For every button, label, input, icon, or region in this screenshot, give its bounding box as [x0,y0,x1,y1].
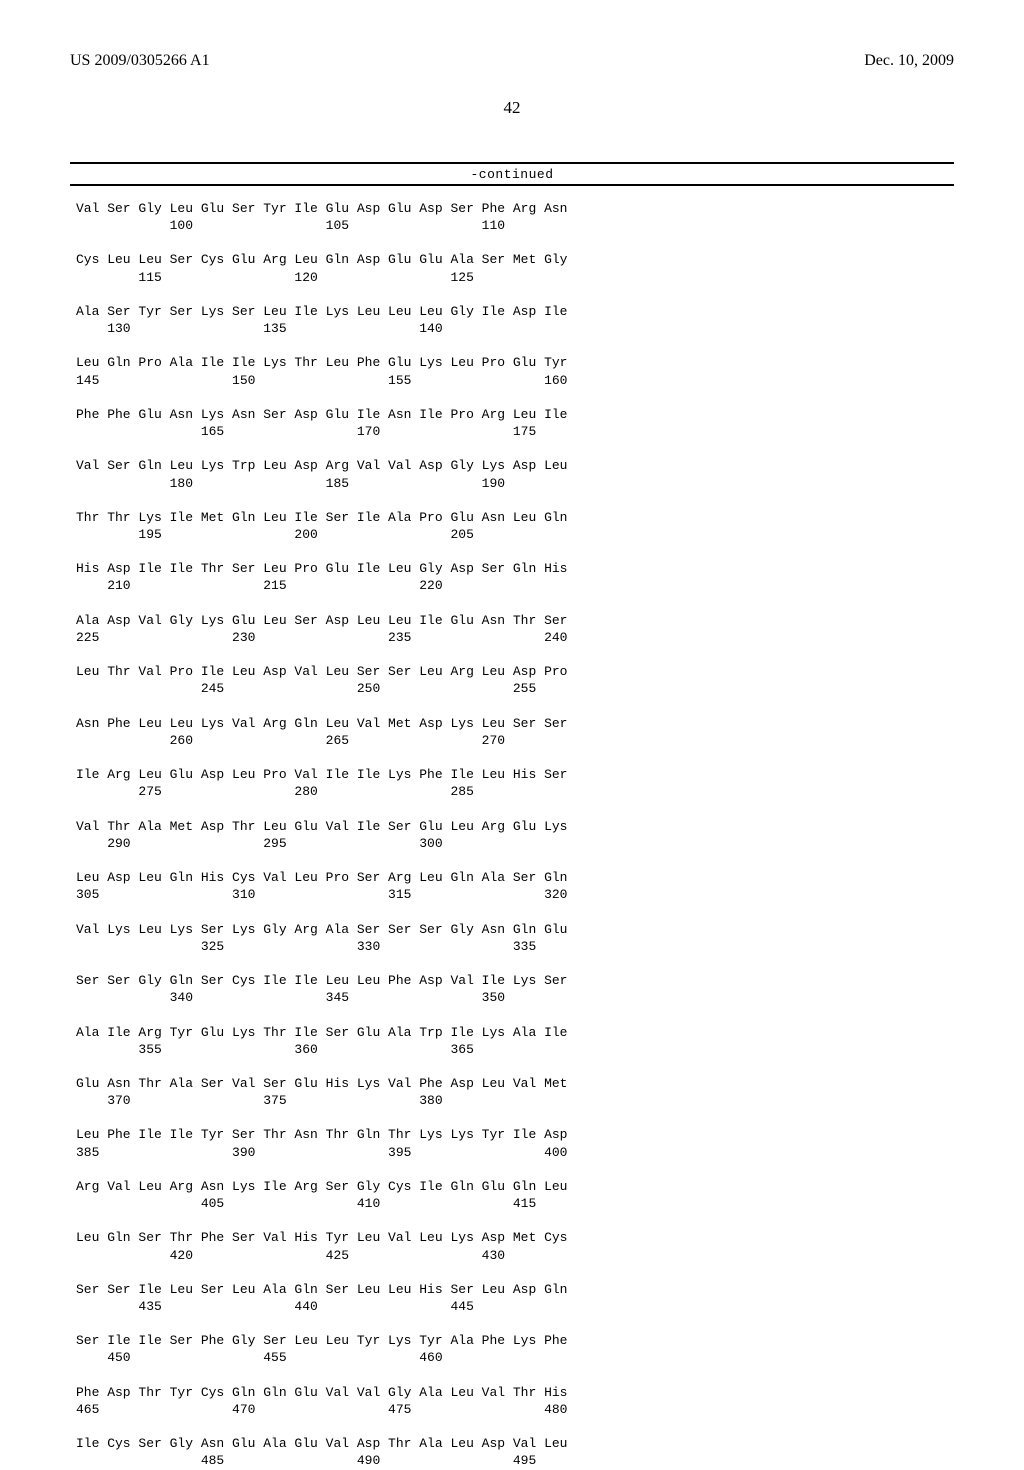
continued-rule: -continued [70,162,954,186]
sequence-listing: Val Ser Gly Leu Glu Ser Tyr Ile Glu Asp … [76,200,954,1470]
continued-label: -continued [70,167,954,182]
page-number: 42 [70,98,954,118]
publication-date: Dec. 10, 2009 [864,52,954,70]
publication-number: US 2009/0305266 A1 [70,52,210,70]
page-header: US 2009/0305266 A1 Dec. 10, 2009 [70,52,954,70]
page: US 2009/0305266 A1 Dec. 10, 2009 42 -con… [0,0,1024,1320]
